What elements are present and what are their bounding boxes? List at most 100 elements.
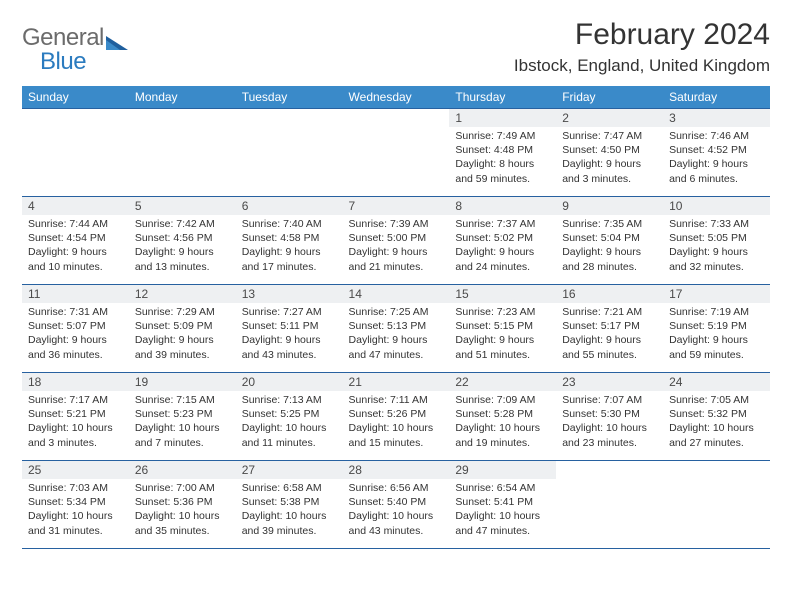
- day-cell: 1Sunrise: 7:49 AMSunset: 4:48 PMDaylight…: [449, 109, 556, 197]
- day-cell: 7Sunrise: 7:39 AMSunset: 5:00 PMDaylight…: [343, 197, 450, 285]
- day-number: 25: [22, 461, 129, 479]
- day-cell: 23Sunrise: 7:07 AMSunset: 5:30 PMDayligh…: [556, 373, 663, 461]
- day-cell: 26Sunrise: 7:00 AMSunset: 5:36 PMDayligh…: [129, 461, 236, 549]
- day-number: 6: [236, 197, 343, 215]
- day-details: Sunrise: 7:07 AMSunset: 5:30 PMDaylight:…: [556, 391, 663, 454]
- day-number: 13: [236, 285, 343, 303]
- location: Ibstock, England, United Kingdom: [514, 56, 770, 76]
- day-details: Sunrise: 7:21 AMSunset: 5:17 PMDaylight:…: [556, 303, 663, 366]
- day-cell: 12Sunrise: 7:29 AMSunset: 5:09 PMDayligh…: [129, 285, 236, 373]
- day-of-week-cell: Friday: [556, 86, 663, 109]
- day-details: Sunrise: 7:11 AMSunset: 5:26 PMDaylight:…: [343, 391, 450, 454]
- day-details: Sunrise: 7:05 AMSunset: 5:32 PMDaylight:…: [663, 391, 770, 454]
- day-number: 22: [449, 373, 556, 391]
- day-details: Sunrise: 7:44 AMSunset: 4:54 PMDaylight:…: [22, 215, 129, 278]
- day-cell: 24Sunrise: 7:05 AMSunset: 5:32 PMDayligh…: [663, 373, 770, 461]
- day-cell: 4Sunrise: 7:44 AMSunset: 4:54 PMDaylight…: [22, 197, 129, 285]
- day-cell: 27Sunrise: 6:58 AMSunset: 5:38 PMDayligh…: [236, 461, 343, 549]
- day-cell: [556, 461, 663, 549]
- day-details: Sunrise: 7:17 AMSunset: 5:21 PMDaylight:…: [22, 391, 129, 454]
- day-cell: 21Sunrise: 7:11 AMSunset: 5:26 PMDayligh…: [343, 373, 450, 461]
- day-details: Sunrise: 7:31 AMSunset: 5:07 PMDaylight:…: [22, 303, 129, 366]
- day-cell: [236, 109, 343, 197]
- day-number: 20: [236, 373, 343, 391]
- day-details: Sunrise: 7:46 AMSunset: 4:52 PMDaylight:…: [663, 127, 770, 190]
- day-of-week-cell: Monday: [129, 86, 236, 109]
- logo-triangle-icon: [106, 34, 130, 52]
- day-details: Sunrise: 7:13 AMSunset: 5:25 PMDaylight:…: [236, 391, 343, 454]
- day-number: 18: [22, 373, 129, 391]
- day-details: Sunrise: 7:47 AMSunset: 4:50 PMDaylight:…: [556, 127, 663, 190]
- day-cell: 19Sunrise: 7:15 AMSunset: 5:23 PMDayligh…: [129, 373, 236, 461]
- day-cell: 6Sunrise: 7:40 AMSunset: 4:58 PMDaylight…: [236, 197, 343, 285]
- day-cell: 14Sunrise: 7:25 AMSunset: 5:13 PMDayligh…: [343, 285, 450, 373]
- day-of-week-row: SundayMondayTuesdayWednesdayThursdayFrid…: [22, 86, 770, 109]
- week-row: 4Sunrise: 7:44 AMSunset: 4:54 PMDaylight…: [22, 197, 770, 285]
- day-of-week-cell: Sunday: [22, 86, 129, 109]
- day-number: 4: [22, 197, 129, 215]
- day-cell: 13Sunrise: 7:27 AMSunset: 5:11 PMDayligh…: [236, 285, 343, 373]
- empty-day: [236, 109, 343, 127]
- day-cell: [663, 461, 770, 549]
- week-row: 25Sunrise: 7:03 AMSunset: 5:34 PMDayligh…: [22, 461, 770, 549]
- day-of-week-cell: Saturday: [663, 86, 770, 109]
- day-number: 5: [129, 197, 236, 215]
- day-cell: [22, 109, 129, 197]
- day-details: Sunrise: 6:54 AMSunset: 5:41 PMDaylight:…: [449, 479, 556, 542]
- title-block: February 2024 Ibstock, England, United K…: [514, 18, 770, 76]
- day-cell: 28Sunrise: 6:56 AMSunset: 5:40 PMDayligh…: [343, 461, 450, 549]
- day-details: Sunrise: 7:19 AMSunset: 5:19 PMDaylight:…: [663, 303, 770, 366]
- day-cell: 8Sunrise: 7:37 AMSunset: 5:02 PMDaylight…: [449, 197, 556, 285]
- day-details: Sunrise: 7:27 AMSunset: 5:11 PMDaylight:…: [236, 303, 343, 366]
- day-cell: 10Sunrise: 7:33 AMSunset: 5:05 PMDayligh…: [663, 197, 770, 285]
- day-number: 21: [343, 373, 450, 391]
- day-number: 26: [129, 461, 236, 479]
- month-title: February 2024: [514, 18, 770, 52]
- day-number: 27: [236, 461, 343, 479]
- empty-day: [22, 109, 129, 127]
- day-number: 2: [556, 109, 663, 127]
- day-number: 12: [129, 285, 236, 303]
- empty-day: [129, 109, 236, 127]
- day-details: Sunrise: 7:42 AMSunset: 4:56 PMDaylight:…: [129, 215, 236, 278]
- day-cell: 11Sunrise: 7:31 AMSunset: 5:07 PMDayligh…: [22, 285, 129, 373]
- day-of-week-cell: Tuesday: [236, 86, 343, 109]
- day-number: 15: [449, 285, 556, 303]
- logo-word-2: Blue: [40, 48, 130, 76]
- day-details: Sunrise: 7:25 AMSunset: 5:13 PMDaylight:…: [343, 303, 450, 366]
- day-details: Sunrise: 7:29 AMSunset: 5:09 PMDaylight:…: [129, 303, 236, 366]
- day-details: Sunrise: 7:09 AMSunset: 5:28 PMDaylight:…: [449, 391, 556, 454]
- day-number: 11: [22, 285, 129, 303]
- empty-day: [556, 461, 663, 479]
- day-cell: 20Sunrise: 7:13 AMSunset: 5:25 PMDayligh…: [236, 373, 343, 461]
- day-details: Sunrise: 7:33 AMSunset: 5:05 PMDaylight:…: [663, 215, 770, 278]
- week-row: 1Sunrise: 7:49 AMSunset: 4:48 PMDaylight…: [22, 109, 770, 197]
- logo: General Blue: [22, 24, 130, 76]
- day-number: 16: [556, 285, 663, 303]
- day-cell: 18Sunrise: 7:17 AMSunset: 5:21 PMDayligh…: [22, 373, 129, 461]
- day-details: Sunrise: 7:49 AMSunset: 4:48 PMDaylight:…: [449, 127, 556, 190]
- empty-day: [343, 109, 450, 127]
- day-cell: 25Sunrise: 7:03 AMSunset: 5:34 PMDayligh…: [22, 461, 129, 549]
- day-details: Sunrise: 7:15 AMSunset: 5:23 PMDaylight:…: [129, 391, 236, 454]
- day-details: Sunrise: 6:58 AMSunset: 5:38 PMDaylight:…: [236, 479, 343, 542]
- day-number: 1: [449, 109, 556, 127]
- empty-day: [663, 461, 770, 479]
- day-number: 17: [663, 285, 770, 303]
- day-details: Sunrise: 7:35 AMSunset: 5:04 PMDaylight:…: [556, 215, 663, 278]
- day-number: 9: [556, 197, 663, 215]
- day-cell: 5Sunrise: 7:42 AMSunset: 4:56 PMDaylight…: [129, 197, 236, 285]
- day-number: 7: [343, 197, 450, 215]
- header: General Blue February 2024 Ibstock, Engl…: [22, 18, 770, 76]
- calendar-table: SundayMondayTuesdayWednesdayThursdayFrid…: [22, 86, 770, 549]
- day-number: 29: [449, 461, 556, 479]
- day-details: Sunrise: 7:37 AMSunset: 5:02 PMDaylight:…: [449, 215, 556, 278]
- day-number: 14: [343, 285, 450, 303]
- day-of-week-cell: Wednesday: [343, 86, 450, 109]
- day-number: 23: [556, 373, 663, 391]
- day-details: Sunrise: 7:40 AMSunset: 4:58 PMDaylight:…: [236, 215, 343, 278]
- day-details: Sunrise: 7:23 AMSunset: 5:15 PMDaylight:…: [449, 303, 556, 366]
- day-cell: [129, 109, 236, 197]
- day-details: Sunrise: 7:00 AMSunset: 5:36 PMDaylight:…: [129, 479, 236, 542]
- day-details: Sunrise: 7:39 AMSunset: 5:00 PMDaylight:…: [343, 215, 450, 278]
